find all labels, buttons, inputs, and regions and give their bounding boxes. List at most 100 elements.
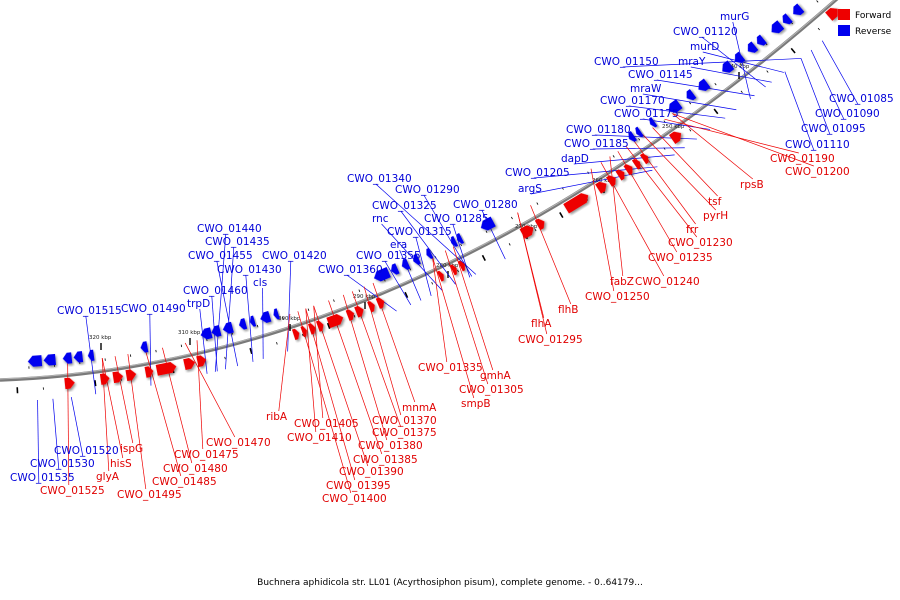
reverse-gene-arrow	[426, 247, 434, 259]
reverse-gene-label: mraW	[630, 83, 662, 95]
forward-gene-arrow	[196, 355, 207, 368]
reverse-gene-arrow	[390, 263, 400, 275]
reverse-gene-arrow	[771, 20, 785, 34]
reverse-gene-label: CWO_01535	[10, 472, 75, 484]
reverse-gene-arrow	[273, 308, 280, 320]
forward-gene-arrow	[631, 158, 641, 170]
forward-gene-arrow	[345, 309, 355, 321]
tick-mark	[307, 308, 310, 312]
leader-line	[622, 58, 802, 68]
forward-gene-arrow	[449, 264, 457, 276]
reverse-gene-arrow	[698, 78, 711, 91]
reverse-gene-arrow	[140, 341, 149, 353]
forward-gene-arrow	[183, 357, 196, 371]
leader-line	[297, 311, 352, 494]
forward-gene-label: hisS	[110, 458, 132, 470]
forward-gene-label: pyrH	[703, 210, 728, 222]
leader-line	[262, 287, 264, 359]
tick-mark	[353, 315, 356, 318]
kbp-tick-label: 280 kbp	[436, 263, 459, 269]
genome-backbone	[0, 0, 839, 382]
forward-gene-arrow	[326, 313, 344, 329]
forward-gene-arrow	[563, 193, 589, 214]
reverse-gene-label: CWO_01325	[372, 200, 437, 212]
forward-gene-label: CWO_01190	[770, 153, 835, 165]
kbp-tick-label: 320 kbp	[89, 335, 112, 341]
reverse-gene-arrow	[260, 310, 272, 323]
leader-line	[305, 308, 356, 481]
reverse-gene-arrow	[628, 131, 638, 142]
forward-gene-label: CWO_01385	[353, 454, 418, 466]
leader-line	[199, 308, 208, 374]
leader-line	[423, 194, 473, 277]
forward-gene-label: ribA	[266, 411, 288, 423]
forward-gene-label: CWO_01475	[174, 449, 239, 461]
reverse-gene-label: CWO_01520	[54, 445, 119, 457]
forward-gene-arrow	[436, 270, 444, 282]
forward-gene-arrow	[595, 181, 607, 194]
leader-line	[573, 154, 675, 165]
tick-mark	[404, 291, 409, 299]
reverse-gene-arrow	[722, 60, 735, 73]
reverse-gene-arrow	[649, 116, 658, 128]
leader-line	[664, 118, 799, 154]
reverse-gene-label: CWO_01420	[262, 250, 327, 262]
reverse-gene-label: dapD	[561, 153, 589, 165]
leader-line	[672, 113, 754, 180]
tick-mark	[766, 70, 769, 73]
leader-line	[214, 233, 227, 372]
leader-line	[784, 71, 815, 151]
leader-line	[245, 274, 254, 362]
tick-mark	[485, 230, 488, 234]
reverse-gene-arrow	[43, 353, 56, 366]
reverse-gene-arrow	[373, 267, 391, 282]
reverse-gene-arrow	[782, 13, 793, 25]
tick-mark	[94, 380, 97, 387]
label-leader-lines	[37, 21, 859, 494]
reverse-gene-arrow	[668, 99, 683, 113]
reverse-gene-label: CWO_01180	[566, 124, 631, 136]
leader-line	[346, 274, 397, 312]
reverse-gene-label: CWO_01490	[121, 303, 186, 315]
kbp-tick-label: 250 kbp	[662, 124, 685, 130]
forward-gene-label: CWO_01525	[40, 485, 105, 497]
forward-gene-label: CWO_01485	[152, 476, 217, 488]
forward-gene-label: CWO_01240	[635, 276, 700, 288]
forward-gene-label: glyA	[96, 471, 120, 483]
leader-line	[821, 40, 859, 105]
leader-line	[452, 223, 471, 278]
leader-line	[313, 305, 369, 467]
forward-gene-arrow	[354, 305, 364, 318]
legend-forward-swatch	[838, 9, 850, 20]
reverse-gene-label: CWO_01360	[318, 264, 383, 276]
tick-mark	[282, 317, 284, 320]
reverse-gene-label: argS	[518, 183, 542, 195]
forward-gene-label: CWO_01230	[668, 237, 733, 249]
forward-gene-label: CWO_01295	[518, 334, 583, 346]
forward-gene-label: CWO_01395	[326, 480, 391, 492]
forward-gene-arrow	[534, 218, 545, 231]
kbp-tick-label: 290 kbp	[353, 294, 376, 300]
reverse-gene-label: CWO_01145	[628, 69, 693, 81]
leader-line	[305, 308, 317, 433]
leader-line	[481, 209, 506, 260]
reverse-gene-arrow	[635, 126, 644, 138]
leader-line	[800, 58, 831, 135]
tick-mark	[534, 228, 537, 232]
tick-mark	[460, 243, 462, 247]
forward-gene-label: mnmA	[402, 402, 437, 414]
leader-line	[381, 223, 443, 291]
reverse-gene-arrow	[747, 41, 759, 53]
tick-mark	[713, 108, 719, 115]
reverse-gene-label: era	[390, 239, 407, 251]
leader-line	[225, 246, 235, 370]
leader-line	[452, 246, 494, 371]
forward-gene-label: ispG	[120, 443, 143, 455]
forward-gene-arrow	[316, 320, 324, 332]
leader-line	[432, 256, 448, 363]
forward-gene-arrow	[155, 361, 177, 376]
forward-gene-arrow	[99, 373, 110, 385]
reverse-gene-arrow	[73, 351, 84, 363]
tick-mark	[816, 0, 819, 3]
forward-gene-arrow	[519, 225, 534, 239]
